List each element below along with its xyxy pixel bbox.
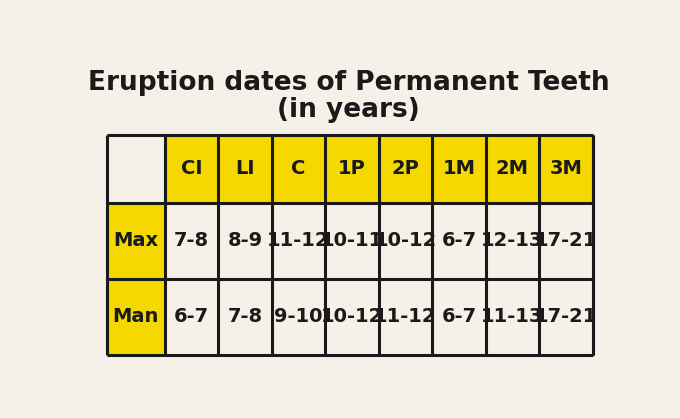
Bar [165,279,218,355]
Text: 11-12: 11-12 [374,308,437,326]
Text: 2M: 2M [496,159,529,178]
Bar [325,279,379,355]
Bar [432,135,486,203]
Text: 11-13: 11-13 [481,308,543,326]
Text: LI: LI [235,159,255,178]
Text: 1P: 1P [338,159,366,178]
Text: 10-12: 10-12 [321,308,383,326]
Text: Man: Man [113,308,159,326]
Bar [486,203,539,279]
Bar [379,203,432,279]
Bar [272,203,325,279]
Bar [379,135,432,203]
Bar [218,135,272,203]
Bar [218,203,272,279]
Text: 7-8: 7-8 [174,231,209,250]
Bar [539,135,593,203]
Text: C: C [291,159,306,178]
Text: Eruption dates of Permanent Teeth: Eruption dates of Permanent Teeth [88,70,609,96]
Bar [165,135,218,203]
Text: 10-11: 10-11 [321,231,383,250]
Text: 17-21: 17-21 [534,231,597,250]
Bar [218,279,272,355]
Text: 6-7: 6-7 [441,231,477,250]
Bar [272,135,325,203]
Text: 10-12: 10-12 [374,231,437,250]
Text: CI: CI [181,159,203,178]
Text: 2P: 2P [392,159,420,178]
Text: Max: Max [113,231,158,250]
Bar [325,135,379,203]
Text: 9-10: 9-10 [274,308,323,326]
Text: 6-7: 6-7 [441,308,477,326]
Bar [107,203,165,279]
Text: 7-8: 7-8 [228,308,262,326]
Text: (in years): (in years) [277,97,420,123]
Bar [539,279,593,355]
Text: 8-9: 8-9 [228,231,262,250]
Bar [432,203,486,279]
Bar [272,279,325,355]
Bar [486,135,539,203]
Bar [165,203,218,279]
Bar [107,135,165,203]
Bar [325,203,379,279]
Bar [432,279,486,355]
Bar [486,279,539,355]
Text: 11-12: 11-12 [267,231,330,250]
Bar [379,279,432,355]
Text: 3M: 3M [549,159,582,178]
Text: 1M: 1M [443,159,475,178]
Text: 17-21: 17-21 [534,308,597,326]
Text: 12-13: 12-13 [481,231,543,250]
Bar [539,203,593,279]
Text: 6-7: 6-7 [174,308,209,326]
Bar [107,279,165,355]
